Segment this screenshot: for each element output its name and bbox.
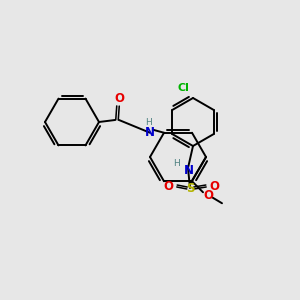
Text: S: S <box>186 182 194 194</box>
Text: H: H <box>172 160 179 169</box>
Text: N: N <box>145 126 155 139</box>
Text: O: O <box>114 92 124 104</box>
Text: O: O <box>163 179 173 193</box>
Text: O: O <box>203 189 213 202</box>
Text: H: H <box>145 118 152 127</box>
Text: N: N <box>184 164 194 178</box>
Text: Cl: Cl <box>177 83 189 93</box>
Text: O: O <box>209 179 219 193</box>
